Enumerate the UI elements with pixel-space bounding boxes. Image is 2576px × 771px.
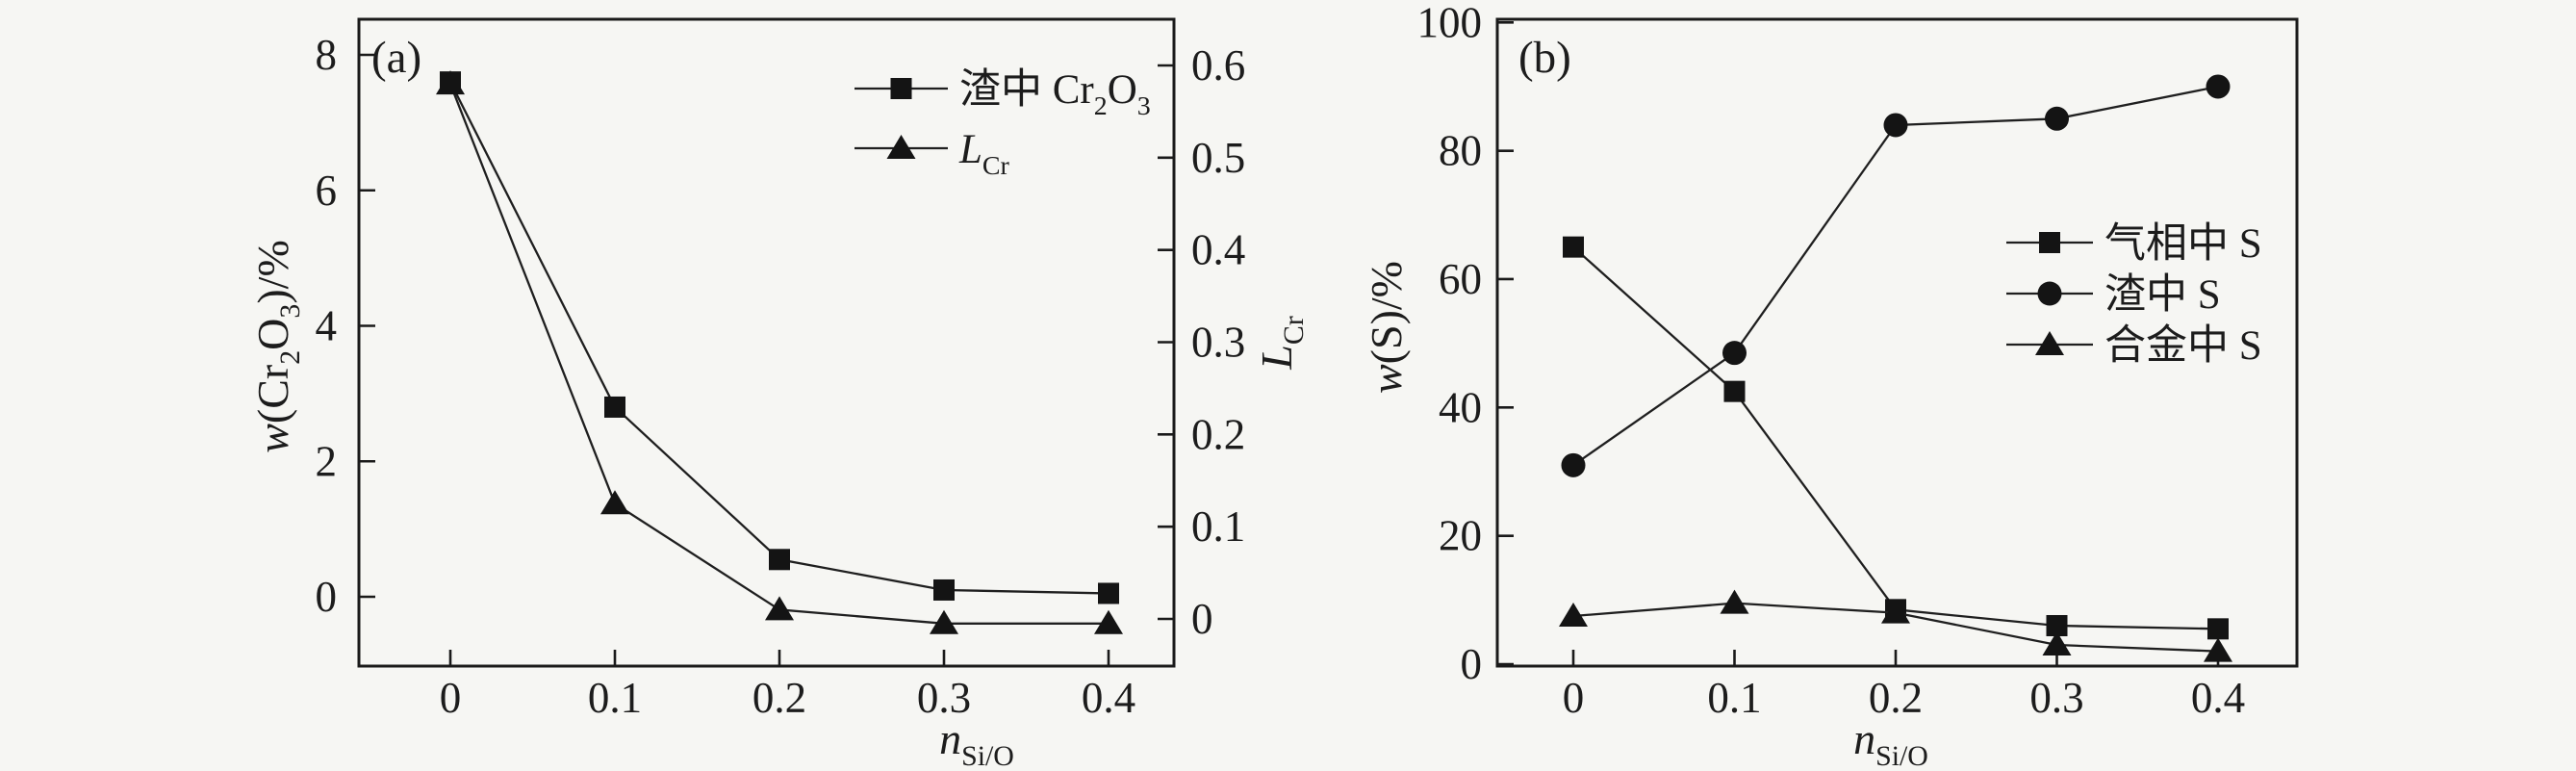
marker-slag-cr2o3 [933, 578, 955, 601]
legend-marker-alloy-s [2035, 331, 2064, 355]
series-slag-cr2o3 [440, 71, 1119, 604]
marker-alloy-s [2204, 637, 2232, 662]
marker-slag-s [1561, 452, 1586, 477]
x-axis-title: nSi/O [1853, 714, 1928, 771]
y-axis-right: 0 0.1 0.2 0.3 0.4 0.5 0.6 [1158, 41, 1245, 643]
panel-a: 0 0.1 0.2 0.3 0.4 0 2 4 6 8 0 0.1 0.2 0.3 0.4 0.5 0.6 LCr… [248, 17, 1310, 771]
y-tick-label: 8 [316, 31, 338, 79]
marker-slag-cr2o3 [769, 549, 790, 571]
x-tick-label: 0.2 [752, 674, 806, 722]
y-tick-label: 0 [1191, 595, 1213, 643]
x-tick-label: 0.1 [588, 674, 642, 722]
marker-slag-s [1883, 113, 1908, 138]
marker-l-cr [436, 70, 465, 95]
legend-marker-slag-cr2o3 [890, 78, 912, 99]
series-line-l-cr [448, 83, 1109, 625]
legend-item-l-cr: LCr [854, 127, 1010, 181]
y-tick-label: 40 [1439, 383, 1482, 431]
legend-label-slag-s: 渣中 S [2104, 272, 2221, 318]
series-l-cr [436, 70, 1123, 634]
legend-item-slag-cr2o3: 渣中 Cr2O3 [854, 67, 1151, 121]
legend-label-alloy-s: 合金中 S [2104, 322, 2262, 369]
y-tick-label: 0.3 [1191, 319, 1245, 367]
marker-gas-phase-s [2046, 614, 2068, 636]
marker-slag-cr2o3 [604, 396, 625, 418]
plot-frame [1495, 17, 2299, 668]
x-tick-label: 0.4 [2191, 674, 2245, 722]
x-tick-label: 0.1 [1707, 674, 1761, 722]
marker-alloy-s [1881, 599, 1910, 624]
marker-alloy-s [2042, 630, 2072, 655]
marker-gas-phase-s [1723, 380, 1746, 402]
y-tick-label: 20 [1439, 512, 1482, 560]
panel-label: (a) [371, 33, 421, 83]
legend-marker-slag-s [2037, 281, 2062, 306]
y-tick-label: 60 [1439, 255, 1482, 303]
legend-label-l-cr: LCr [958, 127, 1010, 181]
y-tick-label: 0.6 [1191, 41, 1245, 90]
marker-gas-phase-s [2207, 618, 2229, 640]
legend-label-slag-cr2o3: 渣中 Cr2O3 [959, 67, 1151, 121]
y-tick-label: 0.2 [1191, 410, 1245, 458]
legend-label-gas-phase-s: 气相中 S [2104, 221, 2262, 267]
y-axis-left: 0 20 40 60 80 100 [1417, 0, 1514, 688]
y-tick-label: 80 [1439, 127, 1482, 175]
plot-frame [357, 17, 1176, 668]
x-tick-label: 0 [1563, 674, 1585, 722]
legend-item-slag-s: 渣中 S [2006, 272, 2221, 318]
x-tick-label: 0.2 [1869, 674, 1923, 722]
marker-l-cr [765, 596, 794, 621]
panel-b: 0 0.1 0.2 0.3 0.4 0 20 40 60 80 100 w(S)/% nSi/O (b) 气… [1362, 0, 2299, 771]
marker-alloy-s [1559, 602, 1588, 627]
x-tick-label: 0.3 [2029, 674, 2083, 722]
y-tick-label: 4 [316, 302, 338, 350]
series-alloy-s [1559, 589, 2232, 662]
y-axis-left-title: w(S)/% [1362, 261, 1411, 394]
marker-l-cr [600, 490, 629, 515]
marker-slag-s [2206, 74, 2231, 99]
legend-item-alloy-s: 合金中 S [2006, 322, 2262, 369]
y-tick-label: 100 [1417, 0, 1483, 46]
x-tick-label: 0 [440, 674, 462, 722]
x-tick-label: 0.4 [1082, 674, 1135, 722]
y-tick-label: 0.1 [1191, 502, 1245, 551]
y-tick-label: 6 [316, 167, 338, 215]
y-tick-label: 2 [316, 437, 338, 485]
legend: 渣中 Cr2O3 LCr [854, 67, 1151, 181]
marker-slag-s [1722, 341, 1747, 366]
marker-slag-s [2045, 106, 2069, 131]
y-tick-label: 0 [316, 573, 338, 621]
y-axis-left-title: w(Cr2O3)/% [248, 240, 306, 453]
legend-item-gas-phase-s: 气相中 S [2006, 221, 2262, 267]
marker-alloy-s [1720, 589, 1749, 614]
panel-label: (b) [1518, 33, 1571, 83]
y-tick-label: 0.5 [1191, 134, 1245, 182]
marker-l-cr [930, 609, 958, 634]
marker-slag-cr2o3 [1098, 582, 1119, 604]
marker-gas-phase-s [1563, 236, 1584, 258]
x-tick-label: 0.3 [917, 674, 971, 722]
legend-marker-l-cr [886, 135, 916, 159]
y-tick-label: 0.4 [1191, 226, 1245, 274]
series-slag-s [1561, 74, 2231, 477]
x-axis-title: nSi/O [939, 714, 1014, 771]
x-axis: 0 0.1 0.2 0.3 0.4 [440, 650, 1135, 722]
x-axis: 0 0.1 0.2 0.3 0.4 [1563, 650, 2245, 722]
y-tick-label: 0 [1461, 640, 1483, 688]
legend-marker-gas-phase-s [2039, 232, 2060, 253]
y-axis-right-title: LCr [1252, 316, 1310, 371]
y-axis-left: 0 2 4 6 8 [316, 31, 375, 621]
marker-l-cr [1094, 609, 1123, 634]
